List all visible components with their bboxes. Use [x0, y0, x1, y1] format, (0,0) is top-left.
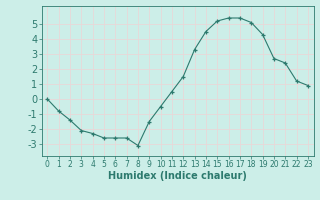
X-axis label: Humidex (Indice chaleur): Humidex (Indice chaleur) — [108, 171, 247, 181]
